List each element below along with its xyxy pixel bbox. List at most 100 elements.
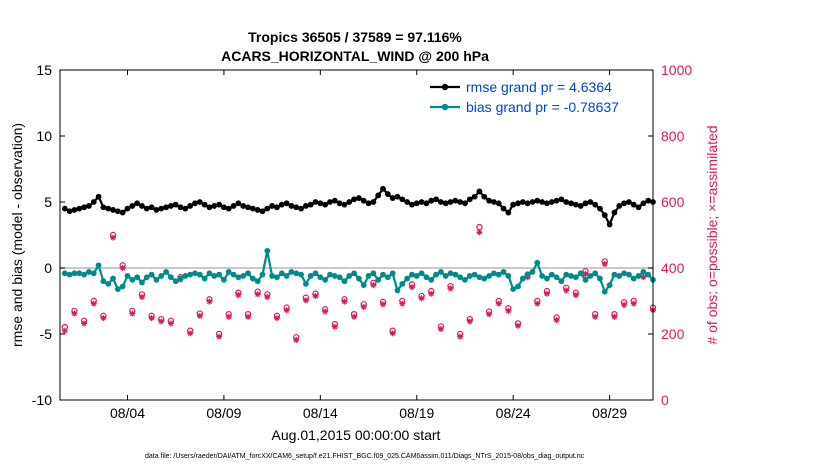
rmse-point — [129, 203, 136, 209]
obs-assimilated-point — [601, 261, 608, 268]
rmse-point — [616, 203, 623, 209]
bias-point — [413, 273, 420, 279]
bias-point — [211, 273, 218, 279]
bias-point — [264, 247, 271, 254]
bias-point — [568, 273, 574, 279]
obs-assimilated-point — [235, 292, 242, 299]
bias-point — [389, 270, 396, 277]
y-left-tick-label: -5 — [40, 326, 53, 342]
obs-assimilated-point — [322, 308, 329, 315]
rmse-point — [356, 195, 362, 201]
bias-point — [563, 271, 570, 278]
bias-point — [167, 274, 174, 281]
rmse-point — [312, 199, 319, 205]
obs-assimilated-point — [380, 301, 387, 308]
bias-point — [182, 273, 189, 279]
rmse-point — [539, 199, 546, 205]
rmse-point — [76, 205, 83, 212]
bias-point — [240, 273, 247, 279]
bias-point — [394, 287, 401, 294]
obs-assimilated-point — [418, 295, 425, 302]
rmse-point — [240, 203, 247, 209]
obs-assimilated-point — [476, 229, 483, 236]
bias-point — [404, 275, 411, 282]
bias-point — [259, 271, 266, 278]
rmse-point — [114, 208, 121, 215]
bias-point — [370, 270, 377, 277]
chart-title-line-1: Tropics 36505 / 37589 = 97.116% — [248, 29, 462, 45]
bias-point — [196, 271, 203, 278]
bias-point — [356, 275, 362, 282]
bias-point — [539, 273, 546, 279]
obs-assimilated-point — [447, 285, 454, 292]
bias-point — [592, 270, 599, 277]
rmse-point — [269, 203, 276, 209]
rmse-point — [481, 193, 488, 200]
obs-assimilated-point — [592, 313, 599, 320]
rmse-point — [428, 197, 435, 204]
obs-assimilated-point — [148, 315, 155, 322]
rmse-point — [505, 209, 512, 216]
bias-point — [380, 271, 386, 278]
rmse-point — [143, 205, 150, 212]
y-left-tick-label: 0 — [44, 260, 52, 276]
obs-assimilated-point — [572, 292, 579, 299]
rmse-point — [302, 203, 309, 209]
rmse-point — [563, 199, 570, 205]
rmse-point — [365, 200, 372, 207]
obs-assimilated-point — [187, 330, 194, 337]
bias-point — [192, 270, 198, 277]
rmse-point — [452, 197, 459, 204]
bias-point — [515, 283, 521, 290]
y-right-tick-label: 400 — [661, 260, 685, 276]
bias-point — [625, 271, 632, 278]
rmse-point — [148, 204, 155, 211]
bias-point — [216, 271, 222, 278]
rmse-point — [153, 207, 160, 213]
obs-assimilated-point — [534, 300, 541, 307]
rmse-point — [625, 199, 632, 205]
rmse-point — [437, 199, 444, 205]
rmse-point — [293, 204, 300, 211]
rmse-point — [409, 201, 415, 208]
rmse-point — [216, 201, 222, 208]
bias-point — [245, 270, 251, 277]
x-tick-label: 08/19 — [399, 405, 434, 421]
legend-rmse-marker — [441, 83, 449, 91]
obs-assimilated-point — [283, 307, 290, 314]
rmse-point — [187, 203, 194, 209]
legend: rmse grand pr = 4.6364 bias grand pr = -… — [430, 79, 619, 115]
bias-point — [534, 259, 541, 266]
bias-point — [235, 274, 242, 281]
obs-assimilated-point — [495, 300, 502, 307]
bias-point — [418, 270, 425, 277]
bias-point — [582, 276, 589, 283]
rmse-point — [245, 204, 251, 211]
rmse-point — [249, 205, 256, 212]
bias-point — [471, 271, 478, 278]
rmse-point — [322, 201, 329, 208]
obs-assimilated-point — [437, 326, 444, 333]
bias-point — [225, 269, 232, 275]
obs-assimilated-point — [582, 270, 589, 277]
rmse-point — [71, 207, 78, 213]
rmse-point — [486, 197, 492, 204]
bias-point — [558, 278, 565, 285]
rmse-point — [568, 200, 574, 207]
x-tick-label: 08/29 — [592, 405, 627, 421]
bias-point — [519, 275, 526, 282]
bias-point — [293, 270, 300, 277]
bias-point — [428, 276, 435, 283]
obs-assimilated-point — [515, 322, 522, 329]
bias-point — [587, 273, 594, 279]
bias-point — [206, 270, 213, 277]
rmse-point — [553, 197, 560, 204]
rmse-point — [466, 196, 473, 203]
rmse-point — [572, 201, 579, 208]
obs-assimilated-point — [90, 300, 97, 307]
rmse-point — [278, 201, 285, 208]
bias-point — [95, 262, 102, 269]
bias-point — [481, 275, 488, 282]
bias-point — [81, 271, 88, 278]
rmse-point — [592, 201, 599, 208]
